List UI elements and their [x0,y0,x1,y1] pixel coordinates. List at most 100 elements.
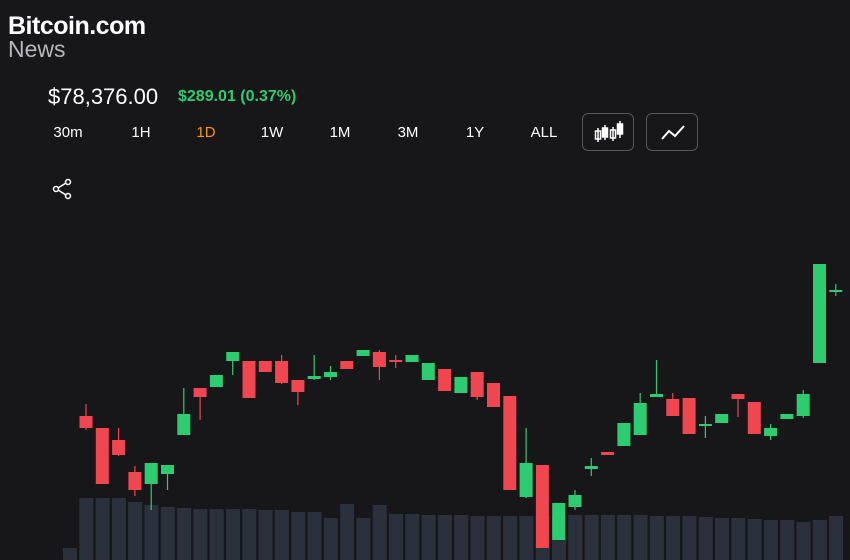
volume-bar [649,516,664,560]
candle-body [275,361,289,383]
volume-bar [177,508,192,560]
candle-body [601,452,615,455]
candle-body [715,414,729,423]
volume-bar [600,515,615,560]
volume-bar [242,509,257,560]
volume-bar [160,507,175,560]
volume-bar [323,518,338,560]
volume-bar [552,516,566,560]
volume-bar [568,515,583,560]
volume-bar [274,510,289,560]
candle-body [258,361,272,372]
candle-body [698,424,712,426]
candle-body [829,290,843,292]
candle-body [372,352,386,367]
line-button[interactable] [646,113,698,151]
volume-bar [796,522,811,560]
candle-body [764,428,778,436]
volume-bar [633,515,648,560]
volume-bar [389,514,403,560]
brand: Bitcoin.com [8,12,146,40]
volume-bar [829,516,844,560]
brand-sub: News [8,36,66,62]
candle-body [161,465,174,474]
volume-bar [291,512,306,560]
volume-bar [503,516,518,560]
volume-bar [470,516,485,560]
candle-body [731,394,745,399]
volume-bar [258,510,273,560]
candle-body [584,466,598,469]
volume-bar [747,519,762,560]
candle-body [193,388,207,397]
range-tab[interactable]: 3M [397,124,419,141]
volume-bar [731,518,746,560]
volume-bar [79,498,94,560]
candle-body [421,363,435,380]
range-tab[interactable]: 1W [260,124,284,141]
candle-body [242,361,256,398]
candle-body [666,399,680,416]
candle-body [617,423,631,446]
candle-button[interactable] [582,113,634,151]
volume-bar [617,515,632,560]
volume-bar [128,502,143,560]
candle-body [519,463,533,497]
candle-body [291,380,305,392]
candle-body [747,402,761,434]
volume-bar [226,509,240,560]
candle-body [454,377,468,393]
volume-bar [307,512,322,560]
candle-body [209,375,223,387]
candle-body [340,361,354,369]
candle-body [487,383,500,407]
range-tab[interactable]: 30m [53,124,83,141]
volume-bar [193,509,208,560]
candle-body [112,440,126,455]
candle-body [633,403,647,435]
volume-bar [111,498,126,560]
volume-bar [63,548,77,560]
volume-bar [356,518,371,560]
range-tab[interactable]: 1Y [465,124,485,141]
candle-body [780,414,794,419]
candle-body [568,495,582,507]
line-icon [661,125,685,140]
range-tab[interactable]: 1H [131,124,151,141]
range-tab[interactable]: 1D [196,124,216,141]
volume-bar [780,520,795,560]
volume-bar [405,514,420,560]
volume-bar [715,518,729,560]
candle-body [813,264,826,363]
volume-bar [95,498,110,560]
candle-body [650,394,663,397]
candle-body [535,465,549,548]
volume-bar [209,509,224,560]
candle-body [144,463,158,484]
candle-body [79,416,93,428]
candle-body [682,398,696,434]
volume-bar [812,520,827,560]
volume-bar [144,505,159,560]
volume-bar [519,516,534,560]
volume-bar [584,515,599,560]
candle-body [128,472,142,490]
candle-body [503,396,517,490]
candle-body [552,503,566,540]
price-change: $289.01 (0.37%) [178,88,297,105]
range-tab[interactable]: ALL [530,124,558,141]
candle-body [389,360,403,362]
volume-bar [340,504,355,560]
candle-body [307,376,321,379]
candle-body [796,394,810,416]
volume-bar [682,516,697,560]
range-tab[interactable]: 1M [329,124,351,141]
volume-bar [486,516,501,560]
candle-body [95,428,109,484]
candle-body [438,369,452,391]
share-icon[interactable] [51,177,75,201]
candle-icon [594,121,624,142]
volume-bar [421,515,436,560]
price: $78,376.00 [48,84,159,109]
volume-bar [763,520,778,560]
